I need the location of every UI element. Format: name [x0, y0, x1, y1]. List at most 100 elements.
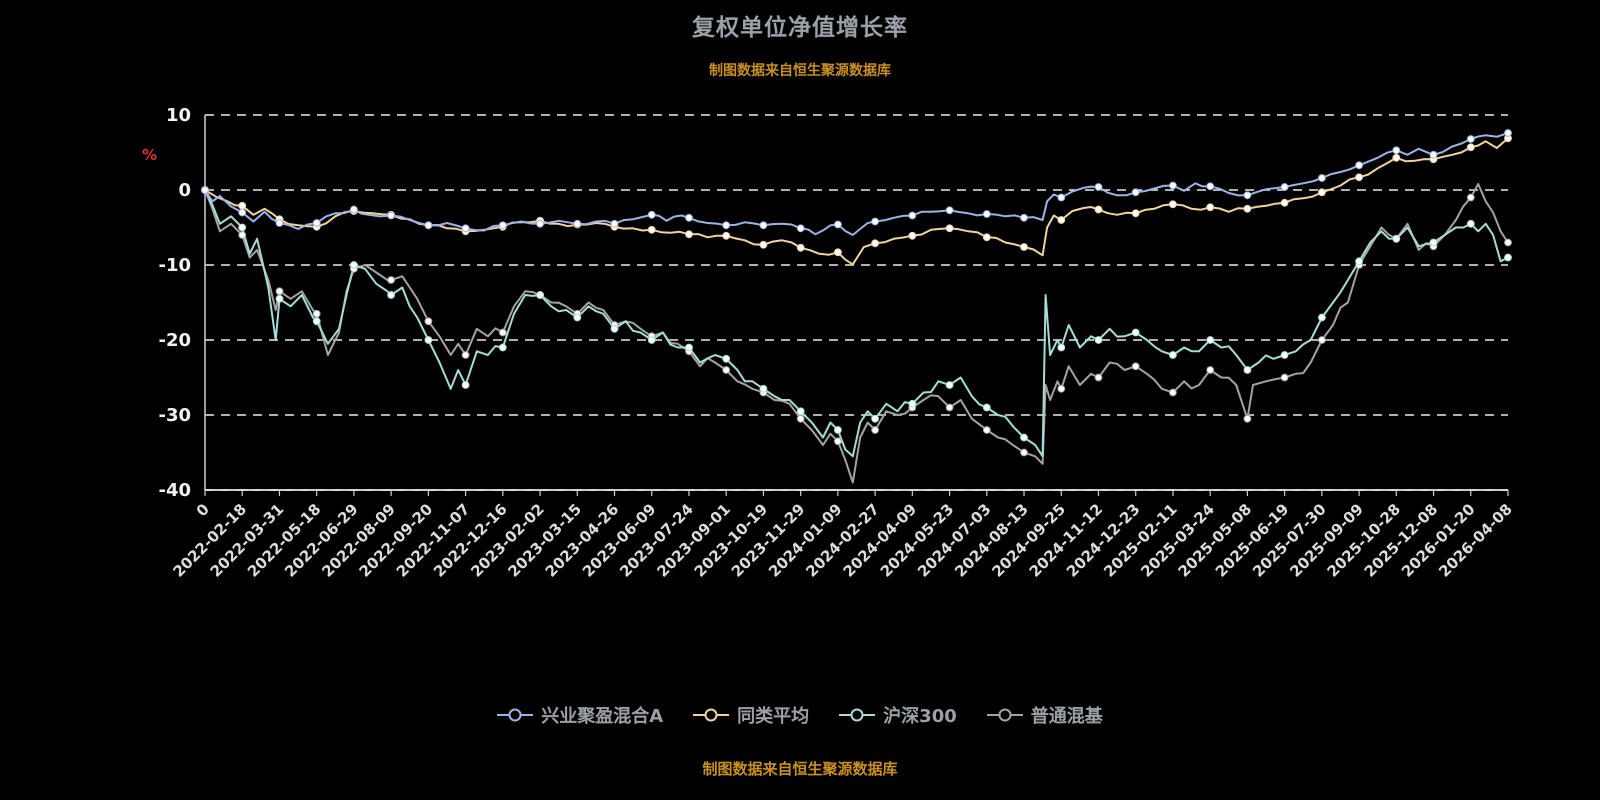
data-point-marker: [275, 287, 284, 296]
series-markers-0: [201, 129, 1512, 233]
data-point-marker: [1243, 366, 1252, 374]
data-point-marker: [982, 233, 991, 242]
data-point-marker: [498, 343, 507, 352]
data-point-marker: [1206, 366, 1215, 374]
series-markers-2: [201, 186, 1512, 442]
data-point-marker: [871, 414, 879, 423]
data-point-marker: [275, 219, 284, 227]
data-point-marker: [1243, 204, 1252, 213]
data-point-marker: [647, 210, 656, 219]
data-point-marker: [1094, 336, 1103, 344]
chart-title: 复权单位净值增长率: [692, 15, 908, 41]
data-point-marker: [1243, 191, 1252, 200]
data-point-marker: [945, 224, 954, 233]
data-point-marker: [1504, 253, 1512, 262]
data-point-marker: [1429, 150, 1438, 159]
data-point-marker: [238, 231, 247, 239]
data-point-marker: [1169, 181, 1177, 190]
axes: 02022-02-182022-03-312022-05-182022-06-2…: [169, 115, 1516, 581]
data-point-marker: [1280, 183, 1289, 191]
data-point-marker: [1280, 198, 1289, 207]
y-grid: 10 0 -10 -20 -30 -40: [158, 105, 1508, 501]
data-point-marker: [945, 381, 954, 389]
data-point-marker: [1466, 219, 1475, 228]
data-point-marker: [461, 351, 470, 359]
data-point-marker: [796, 224, 805, 233]
data-point-marker: [1318, 174, 1326, 182]
legend-item-category-average[interactable]: 同类平均: [693, 702, 809, 728]
y-axis-tick-label: -30: [158, 405, 191, 426]
series-line-2: [204, 189, 1509, 458]
data-point-marker: [945, 403, 954, 412]
data-point-marker: [1280, 351, 1289, 359]
legend-item-label: 同类平均: [737, 706, 810, 727]
line-circle-marker-icon: [693, 708, 730, 722]
line-circle-marker-icon: [986, 708, 1023, 722]
data-point-marker: [1131, 188, 1140, 197]
data-point-marker: [201, 186, 209, 194]
x-axis-label: 0: [193, 500, 213, 520]
data-point-marker: [722, 366, 731, 374]
legend-item-label: 沪深300: [883, 706, 957, 727]
data-point-marker: [722, 221, 731, 230]
data-point-marker: [610, 219, 619, 228]
data-point-marker: [722, 231, 731, 240]
data-point-marker: [982, 426, 991, 434]
legend-item-label: 普通混基: [1030, 706, 1103, 727]
data-point-marker: [1057, 384, 1066, 393]
data-point-marker: [1466, 135, 1475, 143]
data-point-marker: [1392, 146, 1401, 155]
data-point-marker: [1206, 336, 1215, 344]
data-point-marker: [424, 336, 433, 344]
data-point-marker: [1318, 188, 1326, 197]
data-point-marker: [982, 403, 991, 412]
data-point-marker: [312, 317, 321, 326]
data-point-marker: [834, 426, 842, 434]
line-circle-marker-icon: [839, 708, 876, 722]
data-point-marker: [1206, 182, 1215, 191]
data-point-marker: [759, 240, 768, 249]
data-point-marker: [834, 248, 842, 257]
data-point-marker: [647, 336, 656, 344]
data-point-marker: [685, 213, 693, 222]
series-line-0: [204, 132, 1509, 236]
data-point-marker: [1466, 193, 1475, 202]
y-axis-tick-label: 0: [178, 180, 191, 201]
y-axis-unit-label: %: [142, 146, 158, 164]
data-point-marker: [647, 225, 656, 234]
data-point-marker: [312, 309, 321, 318]
series-line-3: [204, 183, 1509, 484]
data-point-marker: [498, 221, 507, 230]
data-point-marker: [387, 211, 396, 220]
data-point-marker: [387, 291, 396, 299]
data-point-marker: [573, 219, 582, 228]
data-point-marker: [871, 217, 879, 226]
data-point-marker: [1131, 328, 1140, 337]
y-axis-tick-label: -10: [158, 255, 191, 276]
data-point-marker: [424, 317, 433, 326]
data-point-marker: [1169, 200, 1177, 209]
data-point-marker: [238, 208, 247, 217]
data-point-marker: [387, 276, 396, 284]
data-point-marker: [796, 243, 805, 252]
data-point-marker: [1392, 153, 1401, 162]
legend-item-hs300[interactable]: 沪深300: [839, 702, 957, 728]
series-line-1: [204, 137, 1509, 266]
data-point-marker: [275, 294, 284, 303]
data-point-marker: [1020, 433, 1028, 442]
data-point-marker: [1094, 183, 1103, 191]
legend-item-fund[interactable]: 兴业聚盈混合A: [497, 702, 663, 728]
data-point-marker: [1318, 336, 1326, 344]
legend-item-ordinary-hybrid[interactable]: 普通混基: [986, 702, 1103, 728]
data-point-marker: [238, 201, 247, 210]
data-point-marker: [1504, 238, 1512, 247]
data-point-marker: [1020, 213, 1028, 222]
data-point-marker: [1020, 243, 1028, 251]
data-point-marker: [312, 219, 321, 227]
data-point-marker: [1504, 129, 1512, 137]
data-point-marker: [1131, 362, 1140, 371]
data-source-note: 制图数据来自恒生聚源数据库: [702, 760, 898, 778]
data-point-marker: [759, 384, 768, 393]
data-point-marker: [498, 328, 507, 337]
